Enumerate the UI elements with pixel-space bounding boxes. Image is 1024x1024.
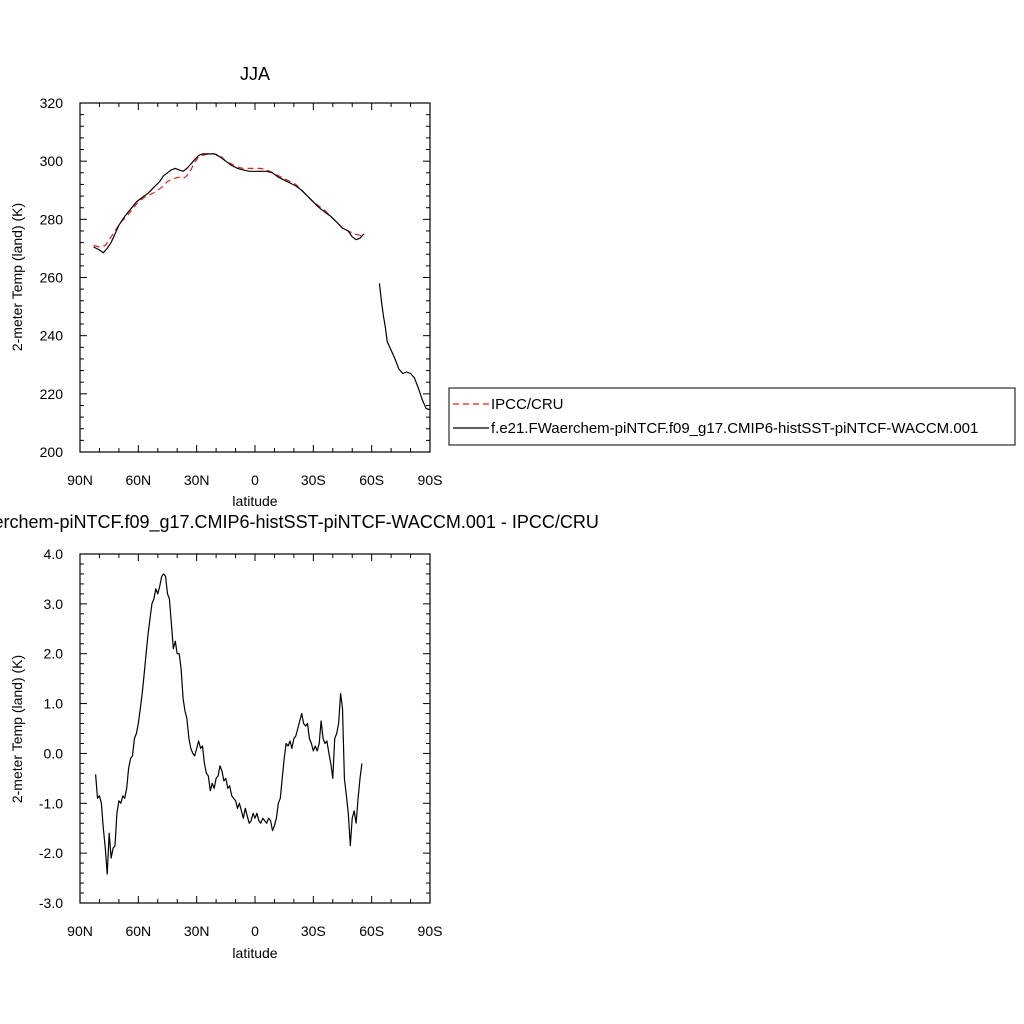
y-tick-label: 320 — [40, 95, 64, 111]
series-line-model — [93, 153, 365, 254]
legend-label-ipcc-cru: IPCC/CRU — [491, 396, 564, 413]
temperature-panel: JJA 2-meter Temp (land) (K) latitude 200… — [9, 64, 442, 509]
x-tick-label: 60N — [125, 472, 151, 488]
difference-panel: f.e21.FWaerchem-piNTCF.f09_g17.CMIP6-his… — [0, 512, 599, 961]
y-tick-label: 4.0 — [44, 546, 64, 562]
y-tick-label: -2.0 — [39, 845, 63, 861]
plot-lines — [95, 573, 363, 875]
y-tick-label: -1.0 — [39, 795, 63, 811]
legend: IPCC/CRU f.e21.FWaerchem-piNTCF.f09_g17.… — [448, 387, 1016, 446]
x-tick-label: 90N — [67, 472, 93, 488]
x-tick-label: 30S — [301, 923, 326, 939]
x-tick-label: 60N — [125, 923, 151, 939]
y-axis-label: 2-meter Temp (land) (K) — [9, 203, 25, 351]
legend-label-model: f.e21.FWaerchem-piNTCF.f09_g17.CMIP6-his… — [491, 420, 978, 437]
y-tick-label: 260 — [40, 270, 64, 286]
y-tick-label: 300 — [40, 153, 64, 169]
y-axis-label: 2-meter Temp (land) (K) — [9, 655, 25, 803]
x-tick-label: 90S — [418, 472, 443, 488]
tick-group: 200 220 240 260 280 300 320 90N 60N 30N 0 30S 60S 90S — [40, 95, 443, 488]
series-line-model — [378, 283, 431, 411]
x-tick-label: 90N — [67, 923, 93, 939]
legend-box — [448, 387, 1016, 446]
plot-frame — [79, 553, 431, 904]
x-tick-label: 0 — [251, 923, 259, 939]
y-tick-label: -3.0 — [39, 895, 63, 911]
y-tick-label: 240 — [40, 328, 64, 344]
series-line-ipcc-cru — [93, 153, 365, 248]
x-tick-label: 30S — [301, 472, 326, 488]
y-tick-label: 0.0 — [44, 745, 64, 761]
y-tick-label: 220 — [40, 386, 64, 402]
y-tick-label: 2.0 — [44, 646, 64, 662]
x-tick-label: 30N — [184, 472, 210, 488]
series-line-model — [95, 573, 363, 875]
x-tick-label: 90S — [418, 923, 443, 939]
x-axis-label: latitude — [232, 945, 277, 961]
y-tick-label: 1.0 — [44, 696, 64, 712]
plot-frame — [79, 102, 431, 453]
x-tick-label: 60S — [359, 923, 384, 939]
y-tick-label: 280 — [40, 211, 64, 227]
x-tick-label: 0 — [251, 472, 259, 488]
y-tick-label: 3.0 — [44, 596, 64, 612]
x-tick-label: 30N — [184, 923, 210, 939]
plot-lines — [93, 153, 431, 411]
panel-title: f.e21.FWaerchem-piNTCF.f09_g17.CMIP6-his… — [0, 512, 599, 533]
y-tick-label: 200 — [40, 444, 64, 460]
x-axis-label: latitude — [232, 493, 277, 509]
x-tick-label: 60S — [359, 472, 384, 488]
panel-title: JJA — [240, 64, 270, 84]
tick-group: -3.0 -2.0 -1.0 0.0 1.0 2.0 3.0 4.0 90N 60N 30N 0 30S… — [39, 546, 443, 939]
